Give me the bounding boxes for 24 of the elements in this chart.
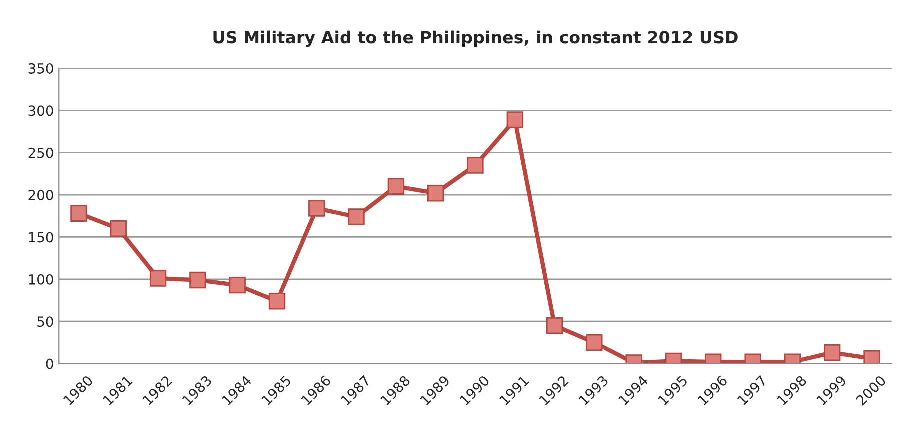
y-tick-label: 250 [28,148,54,158]
point [308,200,326,217]
point [546,317,564,334]
point [268,293,286,310]
y-tick-label: 50 [38,316,54,328]
chart-title: US Military Aid to the Philippines, in constant 2012 USD [214,30,738,48]
y-tick-label: 100 [29,274,54,285]
point [70,205,88,222]
point [506,112,524,128]
point [110,220,127,238]
point [388,178,405,195]
point [824,344,841,362]
point [467,157,484,174]
point [427,185,444,202]
y-tick-label: 200 [28,190,54,201]
y-tick-label: 150 [29,232,54,243]
point [586,334,603,352]
y-tick-label: 0 [46,358,54,370]
point [348,208,365,226]
y-tick-label: 350 [28,63,54,74]
y-tick-label: 300 [28,106,54,116]
point [150,270,167,287]
point [190,272,206,289]
point [229,276,246,294]
